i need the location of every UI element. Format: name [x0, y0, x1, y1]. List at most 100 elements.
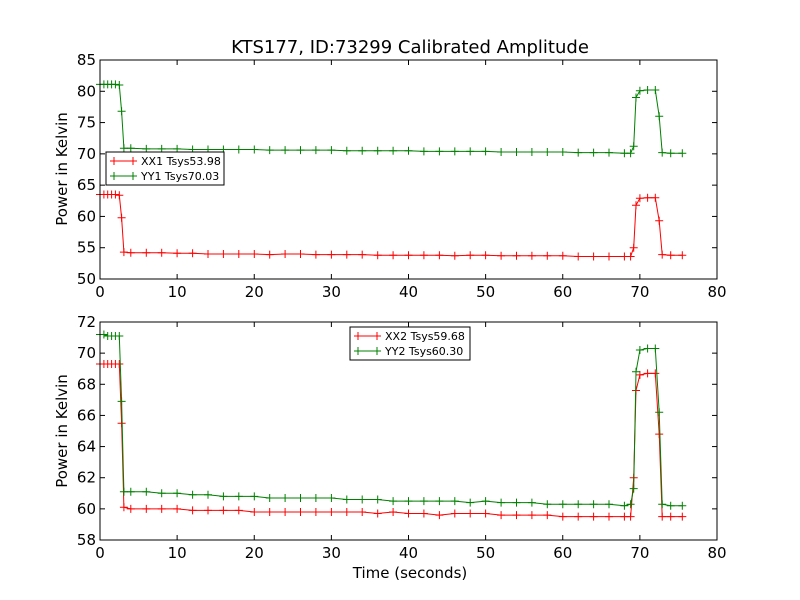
top-chart-series-1-point-44	[632, 201, 640, 210]
top-chart-series-1-point-26	[389, 251, 398, 260]
bottom-chart-y-tick-label: 60	[77, 500, 96, 518]
top-chart-series-1-point-45	[635, 194, 644, 203]
top-chart-y-tick-label: 80	[77, 82, 96, 100]
bottom-chart-series-2-point-19	[281, 494, 290, 502]
bottom-chart-series-2-point-31	[466, 498, 475, 507]
bottom-chart-series-1-point-28	[419, 509, 428, 518]
bottom-chart-series-1-point-16	[234, 506, 243, 515]
top-chart-series-1-point-25	[373, 251, 382, 260]
top-chart-x-tick-label: 20	[245, 283, 264, 301]
bottom-chart-series-1-point-18	[265, 508, 274, 516]
top-chart-series-2-point-32	[481, 147, 490, 156]
bottom-chart-series-2-point-10	[142, 487, 151, 496]
top-chart-series-1-point-5	[111, 190, 120, 199]
bottom-chart-y-tick-label: 70	[77, 344, 96, 362]
top-chart-series-2-point-36	[543, 148, 552, 156]
bottom-chart-series-1-point-19	[281, 508, 290, 516]
top-chart-series-1-point-38	[574, 252, 583, 261]
bottom-chart-series-1-point-29	[435, 511, 444, 520]
top-chart-series-1-point-36	[543, 251, 552, 260]
top-chart-series-2-point-9	[126, 144, 135, 153]
top-chart-legend-series-2-marker	[129, 172, 137, 180]
bottom-chart-y-tick-label: 58	[77, 531, 96, 549]
bottom-chart-series-2-point-51	[678, 501, 687, 510]
top-chart-series-1-point-22	[327, 250, 336, 259]
top-chart-series-2-point-51	[678, 149, 687, 158]
bottom-chart-series-2-point-21	[311, 494, 320, 502]
top-chart-series-1-point-12	[173, 249, 182, 258]
top-chart-series-1-point-16	[234, 250, 243, 258]
bottom-chart-x-tick-label: 10	[168, 544, 187, 562]
top-chart-series-2-point-21	[311, 146, 320, 155]
bottom-chart-legend: XX2 Tsys59.68 YY2 Tsys60.30	[349, 326, 471, 361]
top-chart-x-tick-label: 10	[168, 283, 187, 301]
bottom-chart-series-2-point-36	[543, 500, 552, 509]
bottom-chart-legend-series-1-label: XX2 Tsys59.68	[385, 330, 465, 343]
bottom-chart-series-2-point-33	[497, 498, 506, 507]
top-chart-series-2-point-28	[419, 147, 428, 156]
top-chart-series-2-point-16	[234, 145, 243, 154]
top-chart-series-2-point-6	[115, 81, 124, 89]
top-chart-series-2-point-43	[629, 142, 638, 151]
top-chart-series-1-point-49	[658, 250, 667, 259]
top-chart-plot-area	[96, 80, 687, 261]
bottom-chart-x-tick-label: 40	[399, 544, 418, 562]
bottom-chart-series-2-point-48	[655, 408, 664, 417]
top-chart-series-1-point-9	[126, 248, 135, 257]
top-chart-x-tick-label: 0	[95, 283, 105, 301]
top-chart-series-2-point-46	[643, 86, 652, 94]
bottom-chart-x-tick-label: 80	[707, 544, 726, 562]
top-chart-series-1-point-31	[466, 251, 475, 260]
top-chart-series-1-point-20	[296, 250, 305, 258]
top-chart-series-2-point-22	[327, 146, 336, 155]
bottom-chart-series-1-point-35	[527, 511, 536, 520]
top-chart: 0 10 20 30 40 50 60 70 80 50 55 60 65 70 75 80 85 Power …	[53, 51, 727, 301]
top-chart-series-2-point-29	[435, 147, 444, 156]
top-chart-series-1-point-18	[265, 250, 274, 259]
top-chart-series-1-point-28	[419, 251, 428, 260]
top-chart-series-2-point-40	[605, 148, 613, 157]
top-chart-series-2-point-48	[655, 112, 664, 121]
top-chart-series-1-point-19	[281, 250, 290, 258]
bottom-chart-series-2-point-16	[234, 492, 243, 501]
bottom-chart-series-1-point-49	[658, 512, 667, 521]
top-chart-series-2-point-37	[558, 148, 567, 156]
bottom-chart-y-tick-label: 72	[77, 313, 96, 331]
bottom-chart-series-1-point-24	[358, 508, 367, 516]
bottom-chart-series-2-point-28	[419, 497, 428, 506]
top-chart-y-tick-label: 75	[77, 114, 96, 132]
bottom-chart-legend-box	[349, 326, 471, 361]
top-chart-series-1-point-48	[655, 216, 664, 225]
top-chart-series-2-point-31	[466, 147, 475, 156]
bottom-chart-series-2-point-32	[481, 497, 490, 506]
top-chart-legend: XX1 Tsys53.98 YY1 Tsys70.03	[105, 151, 225, 186]
bottom-chart: 0 10 20 30 40 50 60 70 80 58 60 62 64 66 68 70 72 Power …	[53, 313, 727, 582]
bottom-chart-series-1-point-33	[497, 511, 506, 520]
top-chart-y-tick-label: 60	[77, 207, 96, 225]
bottom-chart-series-2-point-38	[574, 500, 583, 509]
top-chart-series-1-point-34	[512, 251, 521, 260]
bottom-chart-series-2-point-14	[204, 490, 212, 499]
bottom-chart-y-tick-label: 68	[77, 375, 96, 393]
bottom-chart-series-1-point-30	[450, 509, 459, 518]
bottom-chart-series-1-point-38	[574, 512, 583, 521]
top-chart-series-1-point-30	[450, 251, 459, 260]
bottom-chart-series-1-point-10	[142, 504, 151, 513]
top-chart-series-2-point-38	[574, 148, 583, 157]
bottom-chart-series-1-point-21	[311, 508, 320, 516]
bottom-chart-series-2-point-30	[450, 497, 459, 506]
top-chart-series-1-point-51	[678, 251, 687, 260]
top-chart-y-tick-label: 50	[77, 270, 96, 288]
bottom-chart-series-2-point-44	[632, 367, 640, 376]
bottom-chart-series-1-point-6	[115, 360, 124, 368]
bottom-chart-series-2-point-29	[435, 497, 444, 506]
top-chart-series-2-point-26	[389, 146, 398, 155]
bottom-chart-x-tick-label: 30	[322, 544, 341, 562]
top-chart-series-2-point-18	[265, 146, 274, 155]
bottom-chart-series-1-point-12	[173, 504, 182, 513]
bottom-chart-series-1-point-9	[126, 504, 135, 513]
top-chart-series-1-point-46	[643, 193, 652, 202]
bottom-chart-series-2-point-39	[589, 500, 598, 509]
top-chart-series-1-point-33	[497, 251, 506, 260]
